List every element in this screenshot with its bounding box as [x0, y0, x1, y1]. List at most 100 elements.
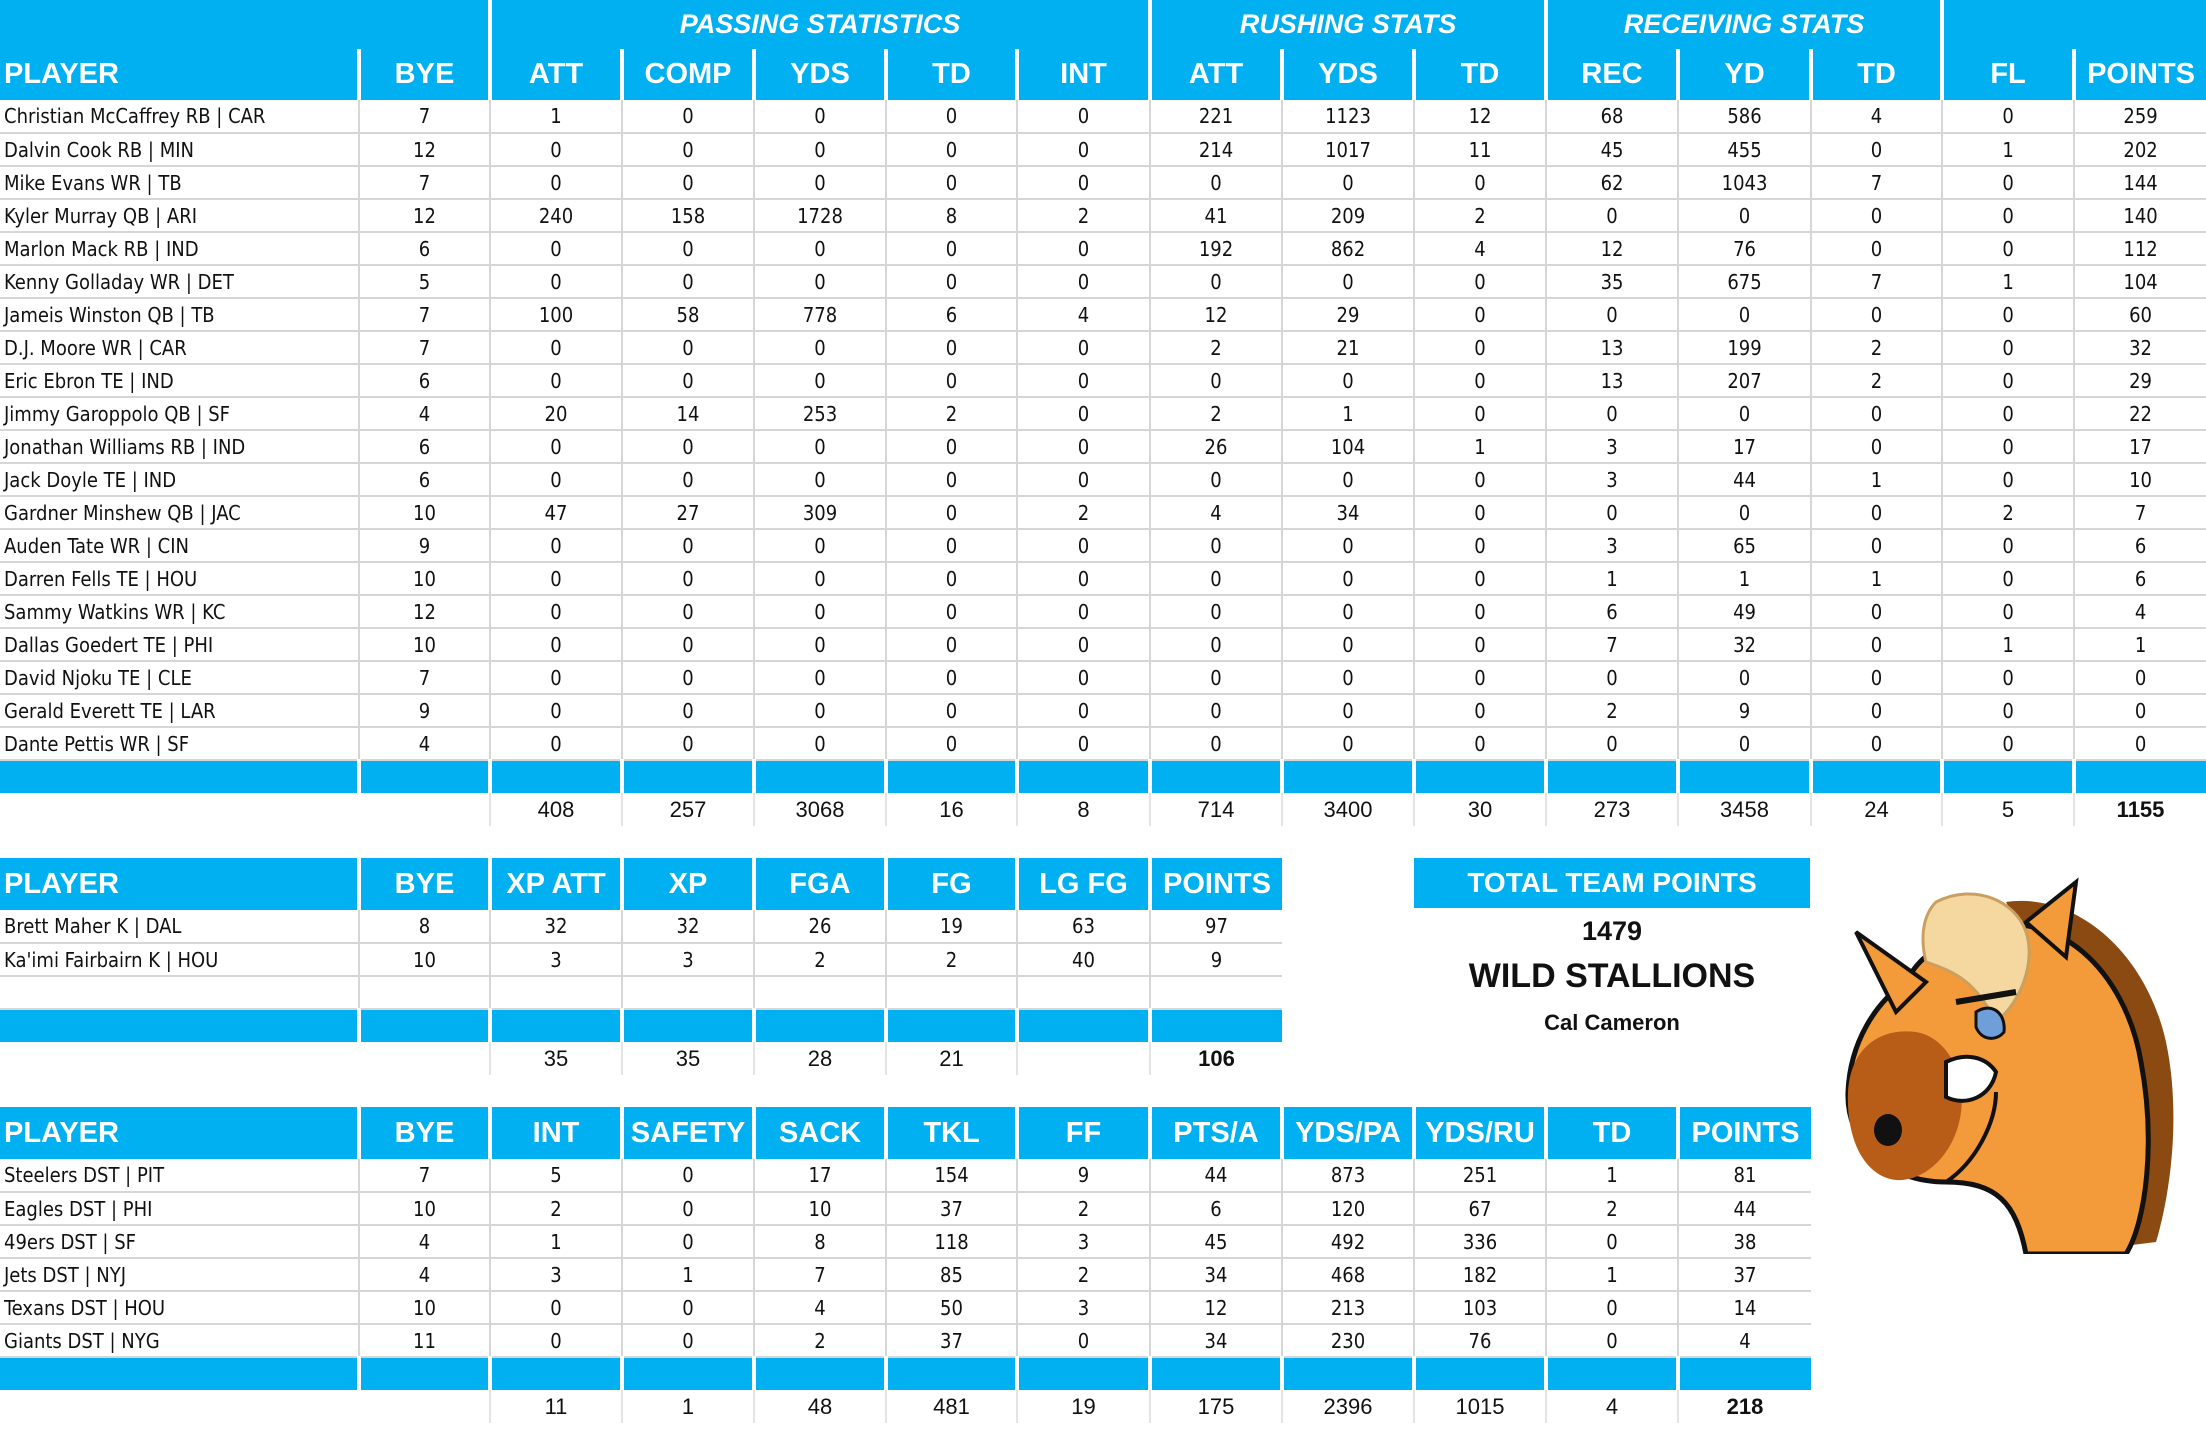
stat-cell: 100 — [489, 298, 622, 332]
team-owner: Cal Cameron — [1544, 1010, 1680, 1035]
stat-cell: 0 — [1016, 397, 1150, 431]
stat-cell: 0 — [1412, 694, 1547, 728]
stat-cell: 4 — [358, 1225, 490, 1259]
stat-cell: 0 — [1016, 232, 1150, 266]
stat-cell: 3 — [1545, 430, 1679, 464]
kicker-totals-row: 35 35 28 21 106 — [0, 1042, 1282, 1075]
stat-cell: 0 — [621, 1291, 754, 1325]
stat-cell: 251 — [1413, 1159, 1546, 1193]
stat-cell: 0 — [1545, 1291, 1678, 1325]
stat-cell: 0 — [1149, 727, 1282, 761]
separator-cell — [620, 1009, 754, 1042]
player-name-cell: Marlon Mack RB | IND — [0, 232, 359, 266]
column-header: FG — [884, 858, 1017, 910]
stat-cell: 45 — [1149, 1225, 1282, 1259]
total-cell: 24 — [1810, 793, 1943, 826]
stat-cell: 0 — [1149, 265, 1282, 299]
stat-cell: 253 — [753, 397, 886, 431]
player-name-cell: D.J. Moore WR | CAR — [0, 331, 359, 365]
stat-cell: 0 — [1941, 595, 2075, 629]
stat-cell: 0 — [1016, 595, 1150, 629]
stat-cell: 76 — [1413, 1324, 1546, 1358]
stat-cell: 17 — [2073, 430, 2206, 464]
stat-cell: 0 — [753, 133, 886, 167]
stat-cell: 0 — [1412, 628, 1547, 662]
stat-cell: 0 — [1810, 727, 1943, 761]
stat-cell: 0 — [1016, 133, 1150, 167]
stat-cell: 2 — [1016, 199, 1150, 233]
stat-cell: 17 — [1677, 430, 1812, 464]
stat-cell: 0 — [1810, 397, 1943, 431]
separator-cell — [1280, 1357, 1414, 1390]
stat-cell: 0 — [621, 463, 754, 497]
stat-cell: 10 — [358, 943, 490, 977]
stat-cell: 0 — [489, 628, 622, 662]
stat-cell: 20 — [489, 397, 622, 431]
stat-cell: 0 — [1016, 727, 1150, 761]
stat-cell: 7 — [358, 298, 490, 332]
total-cell: 28 — [753, 1042, 886, 1075]
stat-cell: 0 — [1941, 364, 2075, 398]
player-name-cell: Jonathan Williams RB | IND — [0, 430, 359, 464]
stat-cell: 0 — [1281, 463, 1414, 497]
stat-cell: 0 — [753, 100, 886, 134]
column-header: YDS/PA — [1280, 1107, 1414, 1159]
stat-cell: 0 — [885, 496, 1017, 530]
stat-cell: 10 — [358, 1192, 490, 1226]
stat-cell: 140 — [2073, 199, 2206, 233]
defense-totals-row: 11 1 48 481 19 175 2396 1015 4 218 — [0, 1390, 1811, 1423]
group-header-receiving: RECEIVING STATS — [1544, 0, 1943, 49]
table-row: David Njoku TE | CLE 7 0 0 0 0 0 0 0 0 0 0 0 0 0 — [0, 661, 2206, 695]
stat-cell: 0 — [2073, 727, 2206, 761]
stat-cell: 2 — [489, 1192, 622, 1226]
player-name-cell: Eagles DST | PHI — [0, 1192, 359, 1226]
stat-cell: 6 — [358, 463, 490, 497]
total-cell: 8 — [1016, 793, 1150, 826]
stat-cell: 0 — [1281, 166, 1414, 200]
stat-cell: 4 — [358, 1258, 490, 1292]
column-header: REC — [1544, 49, 1679, 100]
stat-cell: 0 — [1941, 331, 2075, 365]
separator-cell — [1544, 1357, 1678, 1390]
column-header: XP — [620, 858, 754, 910]
stat-cell: 0 — [621, 430, 754, 464]
stat-cell: 0 — [753, 661, 886, 695]
stat-cell: 0 — [885, 529, 1017, 563]
stat-cell: 0 — [753, 232, 886, 266]
total-points-cell: 106 — [1149, 1042, 1282, 1075]
stat-cell: 455 — [1677, 133, 1812, 167]
stat-cell: 4 — [1016, 298, 1150, 332]
stat-cell: 0 — [1677, 298, 1812, 332]
stat-cell: 0 — [1281, 595, 1414, 629]
stat-cell: 192 — [1149, 232, 1282, 266]
separator-cell — [620, 760, 754, 793]
stat-cell: 103 — [1413, 1291, 1546, 1325]
stat-cell: 0 — [621, 529, 754, 563]
stat-cell: 0 — [753, 166, 886, 200]
stat-cell: 4 — [1149, 496, 1282, 530]
stat-cell: 0 — [753, 529, 886, 563]
table-row: Auden Tate WR | CIN 9 0 0 0 0 0 0 0 0 3 65 0 0 6 — [0, 529, 2206, 563]
stat-cell: 12 — [1149, 1291, 1282, 1325]
stat-cell: 26 — [1149, 430, 1282, 464]
stat-cell: 1728 — [753, 199, 886, 233]
total-points-cell: 1155 — [2073, 793, 2206, 826]
total-cell: 19 — [1016, 1390, 1150, 1423]
stat-cell: 34 — [1281, 496, 1414, 530]
stat-cell: 4 — [358, 397, 490, 431]
table-row: Mike Evans WR | TB 7 0 0 0 0 0 0 0 0 62 1043 7 0 144 — [0, 166, 2206, 200]
defense-column-header-row: PLAYER BYE INT SAFETY SACK TKL FF PTS/A YDS/PA YD… — [0, 1107, 1811, 1159]
stat-cell: 1123 — [1281, 100, 1414, 134]
stat-cell: 7 — [358, 661, 490, 695]
separator-cell — [884, 760, 1017, 793]
player-name-cell: David Njoku TE | CLE — [0, 661, 359, 695]
stat-cell: 1 — [1810, 463, 1943, 497]
stat-cell: 0 — [1545, 496, 1679, 530]
stat-cell — [885, 976, 1017, 1010]
stat-cell: 0 — [885, 232, 1017, 266]
stat-cell: 13 — [1545, 331, 1679, 365]
table-row: Giants DST | NYG 11 0 0 2 37 0 34 230 76 0 4 — [0, 1324, 1811, 1358]
stat-cell: 29 — [1281, 298, 1414, 332]
stat-cell: 0 — [885, 100, 1017, 134]
stat-cell: 76 — [1677, 232, 1812, 266]
